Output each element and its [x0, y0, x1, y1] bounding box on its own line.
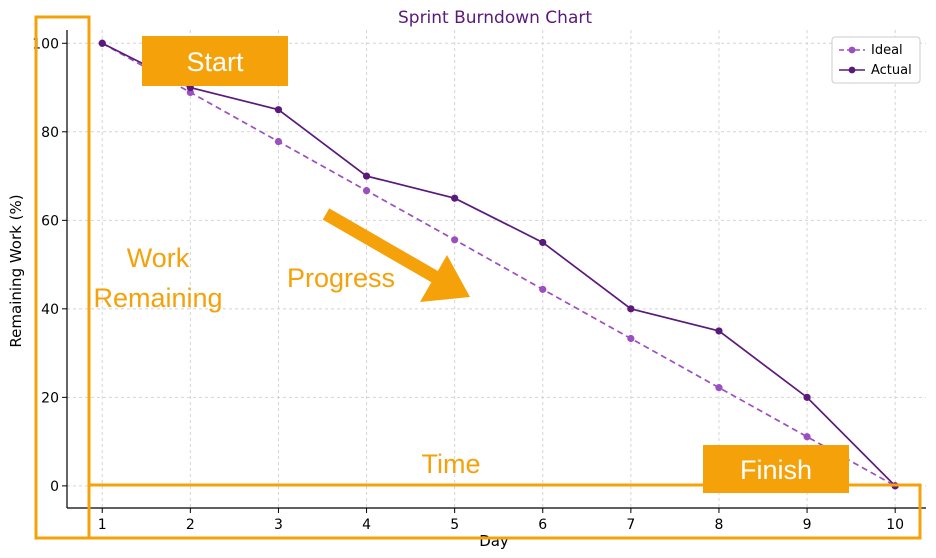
- progress-arrow-icon: [322, 208, 470, 302]
- x-tick-label: 1: [98, 517, 107, 533]
- y-tick-label: 0: [50, 479, 59, 495]
- point-actual-day-3: [274, 106, 283, 114]
- x-axis-label: Day: [479, 532, 509, 550]
- point-actual-day-5: [451, 194, 459, 202]
- y-tick-label: 100: [32, 36, 59, 52]
- point-actual-day-1: [98, 39, 106, 47]
- legend-marker-actual: [848, 66, 856, 74]
- series-line-ideal: [101, 42, 896, 487]
- start-label: Start: [186, 47, 244, 77]
- point-ideal-day-9: [803, 433, 811, 441]
- chart-title: Sprint Burndown Chart: [398, 8, 592, 28]
- grid-layer: [67, 30, 926, 508]
- x-tick-label: 4: [362, 517, 371, 533]
- x-tick-label: 9: [803, 517, 812, 533]
- x-tick-label: 10: [886, 517, 904, 533]
- start-label-box: [142, 36, 288, 86]
- legend-label-actual: Actual: [871, 63, 912, 78]
- point-ideal-day-4: [362, 187, 371, 195]
- x-tick-label: 6: [538, 517, 547, 533]
- point-actual-day-9: [803, 393, 811, 401]
- x-tick-label: 7: [626, 517, 635, 533]
- finish-label: Finish: [740, 455, 812, 485]
- y-tick-label: 60: [41, 213, 59, 229]
- y-tick-label: 20: [41, 390, 59, 406]
- point-ideal-day-5: [451, 236, 459, 244]
- y-axis-highlight-box: [34, 15, 91, 540]
- legend-marker-ideal: [848, 46, 856, 54]
- legend-label-ideal: Ideal: [871, 43, 903, 58]
- point-ideal-day-7: [627, 334, 635, 343]
- series-layer: [98, 39, 899, 490]
- y-tick-label: 80: [41, 125, 59, 141]
- time-annotation: Time: [422, 449, 481, 479]
- remaining-annotation: Remaining: [93, 283, 222, 313]
- x-axis-highlight-box: [87, 483, 922, 540]
- point-actual-day-4: [362, 172, 371, 180]
- point-ideal-day-6: [539, 285, 547, 293]
- x-tick-label: 2: [186, 517, 195, 533]
- finish-label-box: [703, 445, 849, 493]
- point-actual-day-8: [715, 327, 723, 335]
- point-actual-day-6: [539, 238, 547, 247]
- x-tick-label: 3: [274, 517, 283, 533]
- y-tick-label: 40: [41, 302, 59, 318]
- work-annotation: Work: [127, 243, 190, 273]
- point-ideal-day-8: [715, 384, 723, 392]
- x-tick-label: 5: [450, 517, 459, 533]
- x-tick-label: 8: [714, 517, 723, 533]
- y-axis-label: Remaining Work (%): [7, 194, 25, 347]
- progress-annotation: Progress: [287, 263, 395, 293]
- point-ideal-day-3: [274, 137, 283, 146]
- series-line-actual: [101, 42, 896, 487]
- annotation-layer: Start Finish Work Remaining Progress Tim…: [34, 15, 922, 540]
- legend: Ideal Actual: [831, 36, 921, 84]
- point-actual-day-7: [627, 305, 635, 313]
